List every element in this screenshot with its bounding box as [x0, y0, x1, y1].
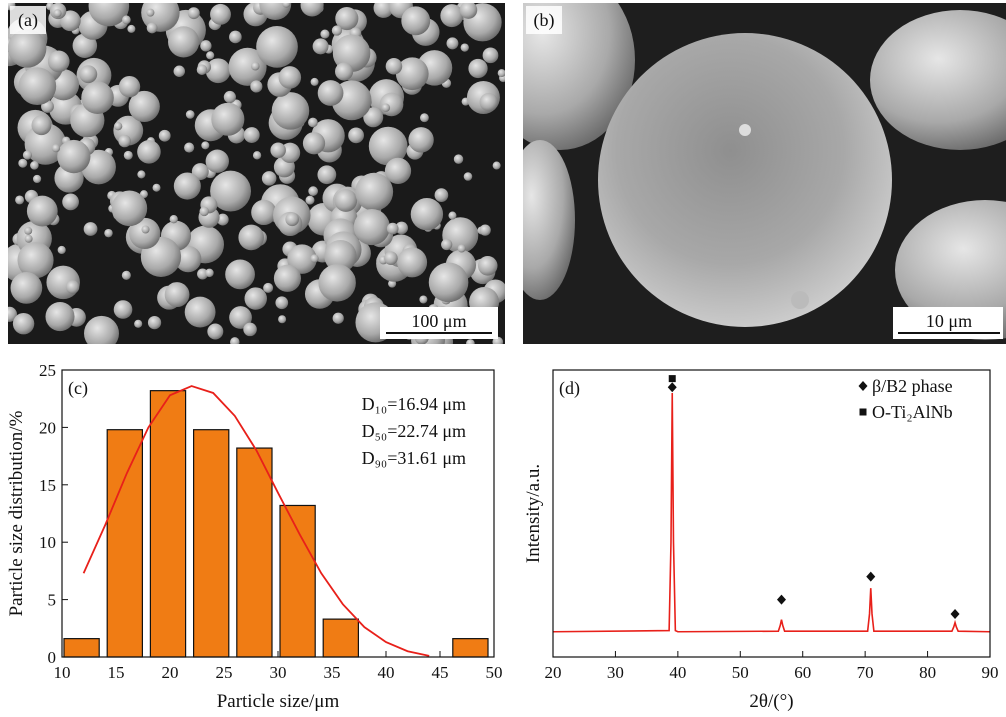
- bar: [64, 639, 99, 657]
- panel-label: (d): [559, 378, 580, 399]
- sem-image-a: (a) 100 μm: [0, 0, 507, 358]
- x-tick-label: 15: [108, 663, 125, 682]
- peak-marker: [866, 572, 875, 582]
- annotation: D₅₀=22.74 μm: [362, 421, 466, 441]
- y-tick-label: 20: [39, 418, 56, 437]
- bar: [194, 430, 229, 657]
- xrd-line: [553, 393, 990, 632]
- x-tick-label: 30: [270, 663, 287, 682]
- figure: (a) 100 μm (b) 10 μm 10 15 20 25 30 35 40 45 50 0…: [0, 0, 1006, 717]
- x-axis-label: 2θ/(°): [749, 691, 793, 712]
- annotation: D₁₀=16.94 μm: [362, 394, 466, 414]
- annotation: D₉₀=31.61 μm: [362, 448, 466, 468]
- x-tick-label: 80: [919, 663, 936, 682]
- legend-label: β/B2 phase: [872, 376, 953, 396]
- x-tick-label: 40: [378, 663, 395, 682]
- x-axis-label: Particle size/μm: [217, 691, 340, 712]
- bar: [280, 505, 315, 657]
- y-tick-label: 5: [48, 591, 57, 610]
- peak-marker: [860, 409, 867, 416]
- sem-image-b: (b) 10 μm: [485, 0, 1006, 344]
- x-tick-label: 30: [607, 663, 624, 682]
- y-axis-label: Intensity/a.u.: [523, 464, 544, 563]
- x-tick-label: 45: [432, 663, 449, 682]
- peak-marker: [859, 381, 868, 391]
- x-tick-label: 20: [545, 663, 562, 682]
- peak-marker: [669, 375, 676, 382]
- peak-marker: [668, 382, 677, 392]
- legend-label: O-Ti₂AlNb: [872, 402, 953, 422]
- x-tick-label: 50: [732, 663, 749, 682]
- x-tick-label: 25: [216, 663, 233, 682]
- bar: [150, 391, 185, 657]
- y-axis-label: Particle size distribution/%: [6, 410, 27, 616]
- scale-bar-label: 100 μm: [411, 311, 466, 331]
- peak-marker: [777, 595, 786, 605]
- panel-label: (c): [68, 378, 88, 399]
- panel-label: (b): [534, 10, 555, 31]
- y-tick-label: 25: [39, 361, 56, 380]
- x-tick-label: 70: [857, 663, 874, 682]
- x-tick-label: 20: [162, 663, 179, 682]
- y-tick-label: 0: [48, 648, 57, 667]
- bar: [453, 639, 488, 657]
- panel-label: (a): [18, 10, 38, 31]
- bar: [107, 430, 142, 657]
- bar: [237, 448, 272, 657]
- peak-marker: [951, 609, 960, 619]
- x-tick-label: 10: [54, 663, 71, 682]
- x-tick-label: 35: [324, 663, 341, 682]
- y-tick-label: 10: [39, 533, 56, 552]
- bar: [323, 619, 358, 657]
- x-tick-label: 50: [486, 663, 503, 682]
- x-tick-label: 90: [982, 663, 999, 682]
- y-tick-label: 15: [39, 476, 56, 495]
- x-tick-label: 40: [669, 663, 686, 682]
- x-tick-label: 60: [794, 663, 811, 682]
- scale-bar-label: 10 μm: [926, 311, 972, 331]
